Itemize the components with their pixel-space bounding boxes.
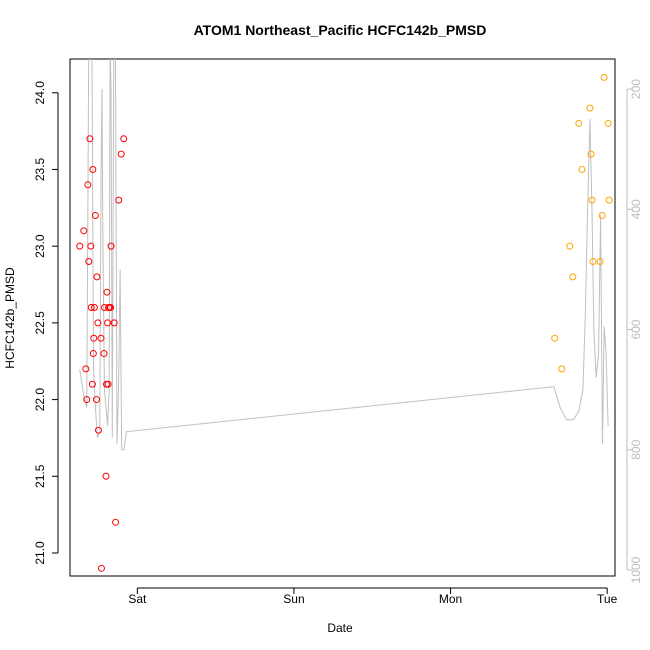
data-point-series-1-28 (104, 380, 112, 388)
data-point-series-1-34 (112, 518, 120, 526)
data-point-series-1-31 (107, 304, 115, 312)
y-tick-label: 22.0 (33, 388, 47, 412)
data-point-series-1-13 (90, 334, 98, 342)
x-axis-label: Date (327, 621, 353, 635)
data-point-series-2-12 (598, 211, 606, 219)
points-layer (76, 73, 613, 572)
x-axis: Sat Sun Mon Tue (128, 587, 618, 606)
data-point-series-1-36 (117, 150, 125, 158)
data-point-series-2-6 (578, 165, 586, 173)
data-point-series-1-35 (115, 196, 123, 204)
y2-tick-label: 800 (629, 439, 643, 459)
data-point-series-1-26 (103, 288, 111, 296)
data-point-series-1-11 (89, 165, 97, 173)
data-point-series-1-15 (91, 211, 99, 219)
data-point-series-2-1 (551, 334, 559, 342)
x-tick-label: Sun (283, 592, 304, 606)
data-point-series-1-21 (97, 564, 105, 572)
data-point-series-2-5 (575, 119, 583, 127)
y2-tick-label: 400 (629, 199, 643, 219)
chart-title: ATOM1 Northeast_Pacific HCFC142b_PMSD (194, 22, 487, 38)
data-point-series-2-15 (605, 196, 613, 204)
secondary-line-layer (79, 59, 609, 451)
x-tick-label: Tue (597, 592, 618, 606)
y-tick-label: 23.5 (33, 157, 47, 181)
y-axis-label: HCFC142b_PMSD (3, 267, 17, 369)
data-point-series-1-1 (76, 242, 84, 250)
data-point-series-2-8 (587, 150, 595, 158)
y-tick-label: 22.5 (33, 311, 47, 335)
data-point-series-2-2 (558, 365, 566, 373)
data-point-series-1-3 (82, 365, 90, 373)
data-point-series-2-7 (586, 104, 594, 112)
data-point-series-1-37 (120, 135, 128, 143)
data-point-series-1-10 (88, 380, 96, 388)
y-axis: 21.0 21.5 22.0 22.5 23.0 23.5 24.0 (33, 81, 59, 565)
data-point-series-2-13 (600, 73, 608, 81)
data-point-series-2-11 (596, 258, 604, 265)
data-point-series-2-10 (589, 258, 597, 265)
data-point-series-1-18 (94, 319, 102, 327)
data-point-series-1-27 (104, 319, 112, 327)
y-tick-label: 21.5 (33, 464, 47, 488)
data-point-series-1-12 (89, 350, 97, 358)
y-tick-label: 21.0 (33, 541, 47, 565)
data-point-series-1-19 (95, 426, 102, 434)
x-tick-label: Sat (128, 592, 147, 606)
data-point-series-1-8 (87, 242, 95, 250)
y-tick-label: 24.0 (33, 81, 47, 105)
y2-tick-label: 600 (629, 319, 643, 339)
data-point-series-1-7 (86, 135, 94, 143)
data-point-series-1-20 (97, 334, 105, 342)
x-tick-label: Mon (439, 592, 462, 606)
data-point-series-2-9 (588, 196, 596, 204)
data-point-series-1-5 (84, 181, 92, 189)
data-point-series-1-33 (110, 319, 118, 327)
data-point-series-1-22 (100, 350, 108, 358)
data-point-series-1-9 (87, 304, 95, 312)
y2-tick-label: 1000 (629, 556, 643, 583)
data-point-series-1-14 (90, 304, 98, 312)
data-point-series-1-24 (102, 472, 110, 480)
secondary-series-line (79, 59, 609, 451)
y2-tick-label: 200 (629, 79, 643, 99)
data-point-series-1-17 (93, 273, 101, 281)
data-point-series-1-16 (92, 396, 100, 404)
y-tick-label: 23.0 (33, 234, 47, 258)
y2-axis: 200 400 600 800 1000 (626, 79, 643, 583)
data-point-series-2-14 (604, 119, 612, 127)
data-point-series-2-4 (569, 273, 577, 281)
data-point-series-2-3 (566, 242, 574, 250)
data-point-series-1-2 (80, 227, 88, 235)
data-point-series-1-6 (85, 258, 93, 265)
plot-frame (69, 58, 616, 577)
data-point-series-1-32 (107, 242, 115, 250)
data-point-series-1-4 (83, 396, 91, 404)
